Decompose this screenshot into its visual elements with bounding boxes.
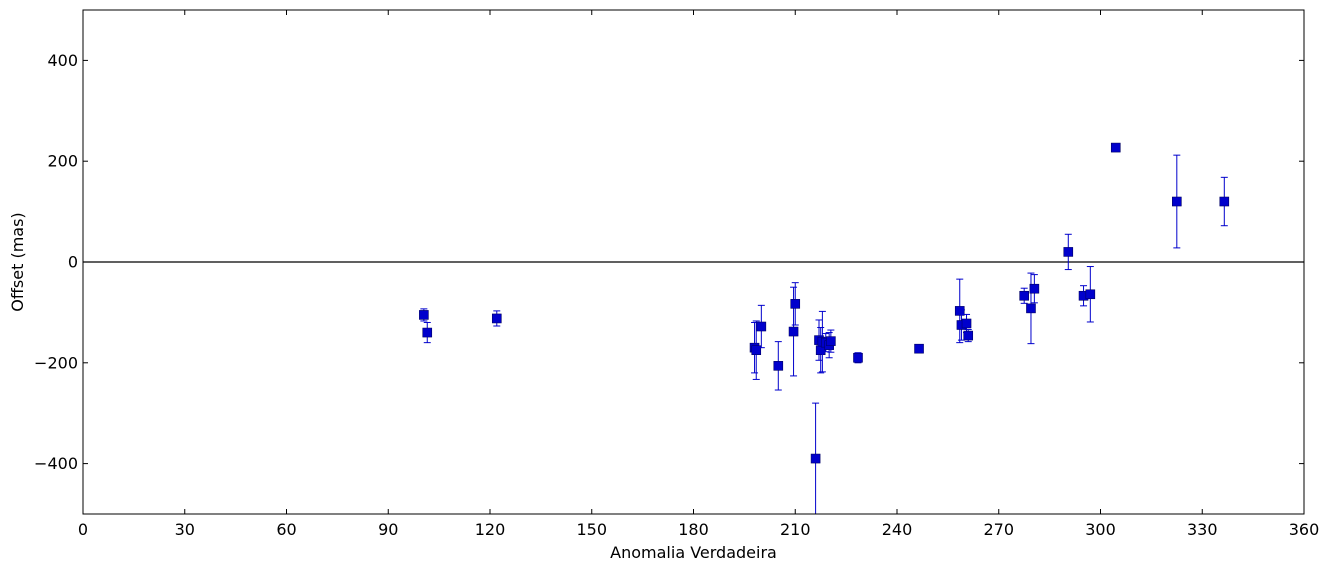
data-point	[1172, 196, 1182, 207]
y-tick-label: −400	[34, 454, 78, 473]
data-point	[1026, 303, 1036, 314]
x-tick-label: 180	[678, 520, 709, 539]
data-point	[419, 310, 429, 320]
x-tick-label: 300	[1085, 520, 1116, 539]
data-point	[963, 330, 974, 341]
x-tick-label: 60	[276, 520, 296, 539]
data-point	[788, 326, 799, 337]
data-point	[914, 343, 924, 354]
y-tick-label: 400	[47, 51, 78, 70]
y-axis-label: Offset (mas)	[8, 212, 27, 311]
x-tick-label: 30	[175, 520, 195, 539]
data-point	[853, 352, 863, 363]
y-tick-label: 200	[47, 152, 78, 171]
x-tick-label: 240	[882, 520, 913, 539]
plot-frame	[82, 9, 1305, 515]
plot-area	[83, 142, 1304, 515]
y-tick-label: 0	[68, 253, 78, 272]
data-point	[1063, 247, 1074, 257]
x-tick-label: 210	[780, 520, 811, 539]
data-point	[961, 318, 972, 329]
data-point	[954, 306, 965, 316]
x-tick-label: 0	[78, 520, 88, 539]
data-point	[790, 299, 801, 309]
data-point	[810, 453, 821, 464]
x-tick-label: 90	[378, 520, 398, 539]
data-point	[1110, 142, 1121, 153]
data-point	[826, 336, 836, 346]
x-axis-label: Anomalia Verdadeira	[610, 543, 777, 562]
axis-ticks: 0 30 60 90 120 150 180 210 240 270 300 330 360 −400 −2…	[34, 10, 1319, 539]
data-point	[1019, 290, 1029, 301]
data-point	[1029, 283, 1040, 294]
x-tick-label: 360	[1289, 520, 1320, 539]
data-point	[422, 327, 433, 338]
x-tick-label: 120	[475, 520, 506, 539]
x-tick-label: 330	[1187, 520, 1218, 539]
data-point	[751, 345, 762, 356]
data-point	[773, 361, 784, 371]
data-point	[756, 321, 767, 332]
data-point	[1085, 289, 1096, 300]
data-point	[491, 313, 502, 324]
data-point	[1219, 196, 1230, 207]
y-tick-label: −200	[34, 353, 78, 372]
x-tick-label: 150	[576, 520, 607, 539]
x-tick-label: 270	[983, 520, 1014, 539]
